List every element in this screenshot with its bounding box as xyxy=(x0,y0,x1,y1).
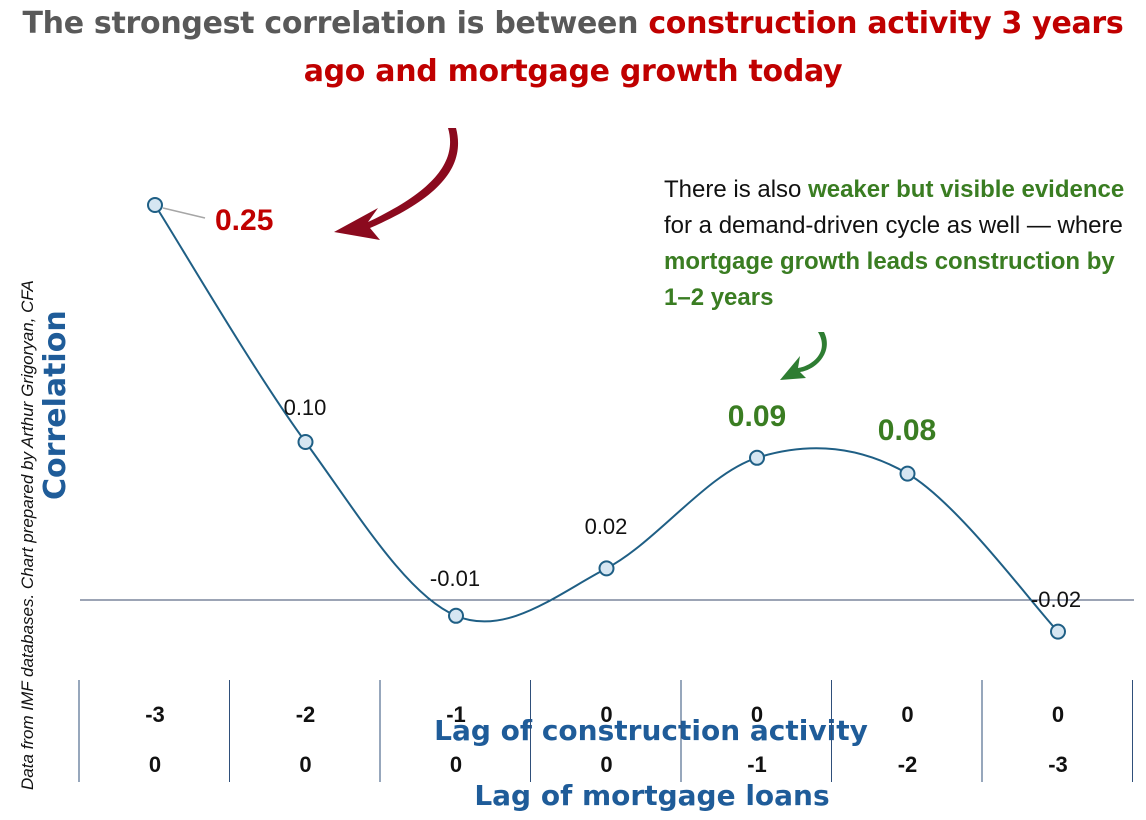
data-label: -0.01 xyxy=(430,566,480,591)
mortgage-lag-value: -3 xyxy=(1048,752,1068,777)
construction-lag-value: 0 xyxy=(901,702,913,727)
mortgage-lag-value: -2 xyxy=(898,752,918,777)
annotation-text: There is also weaker but visible evidenc… xyxy=(664,172,1134,316)
mortgage-lag-value: -1 xyxy=(747,752,767,777)
annotation-highlight-2: mortgage growth leads construction by 1–… xyxy=(664,248,1115,311)
data-label: 0.09 xyxy=(728,400,786,433)
title-text-gray: The strongest correlation is between xyxy=(22,6,649,41)
annotation-part-2: for a demand-driven cycle as well — wher… xyxy=(664,212,1123,239)
construction-lag-value: -2 xyxy=(296,702,316,727)
data-label: 0.25 xyxy=(215,204,273,237)
data-point xyxy=(598,560,615,577)
construction-lag-value: -3 xyxy=(145,702,165,727)
construction-lag-value: -1 xyxy=(446,702,466,727)
annotation-highlight-1: weaker but visible evidence xyxy=(808,176,1125,203)
data-point xyxy=(297,434,314,450)
construction-lag-value: 0 xyxy=(751,702,763,727)
green-arrow-icon xyxy=(780,332,827,380)
lag-table: -3 -2 -1 0 0 0 0 0 0 0 0 -1 -2 -3 xyxy=(78,680,1133,782)
x-axis-label-mortgage: Lag of mortgage loans xyxy=(474,779,830,812)
data-point xyxy=(147,197,163,213)
annotation-part-1: There is also xyxy=(664,176,809,203)
label-leader-line xyxy=(162,207,206,219)
mortgage-lag-value: 0 xyxy=(299,752,311,777)
data-point xyxy=(899,465,916,482)
red-arrow-icon xyxy=(334,128,459,240)
data-label: -0.02 xyxy=(1031,587,1081,612)
data-label: 0.08 xyxy=(878,414,936,447)
data-point xyxy=(749,449,765,466)
data-point xyxy=(448,607,464,624)
construction-lag-value: 0 xyxy=(600,702,612,727)
chart-title: The strongest correlation is between con… xyxy=(0,0,1146,96)
data-label: 0.02 xyxy=(585,514,628,539)
data-point xyxy=(1050,623,1066,640)
x-axis-label-construction: Lag of construction activity xyxy=(434,714,868,747)
data-label: 0.10 xyxy=(284,395,327,420)
mortgage-lag-value: 0 xyxy=(149,752,161,777)
title-text-red: construction activity 3 years ago and mo… xyxy=(303,6,1124,89)
mortgage-lag-value: 0 xyxy=(600,752,612,777)
construction-lag-value: 0 xyxy=(1052,702,1064,727)
mortgage-lag-value: 0 xyxy=(450,752,462,777)
plot-area: 0.25 0.10 -0.01 0.02 0.09 0.08 -0.02 xyxy=(80,197,1134,640)
